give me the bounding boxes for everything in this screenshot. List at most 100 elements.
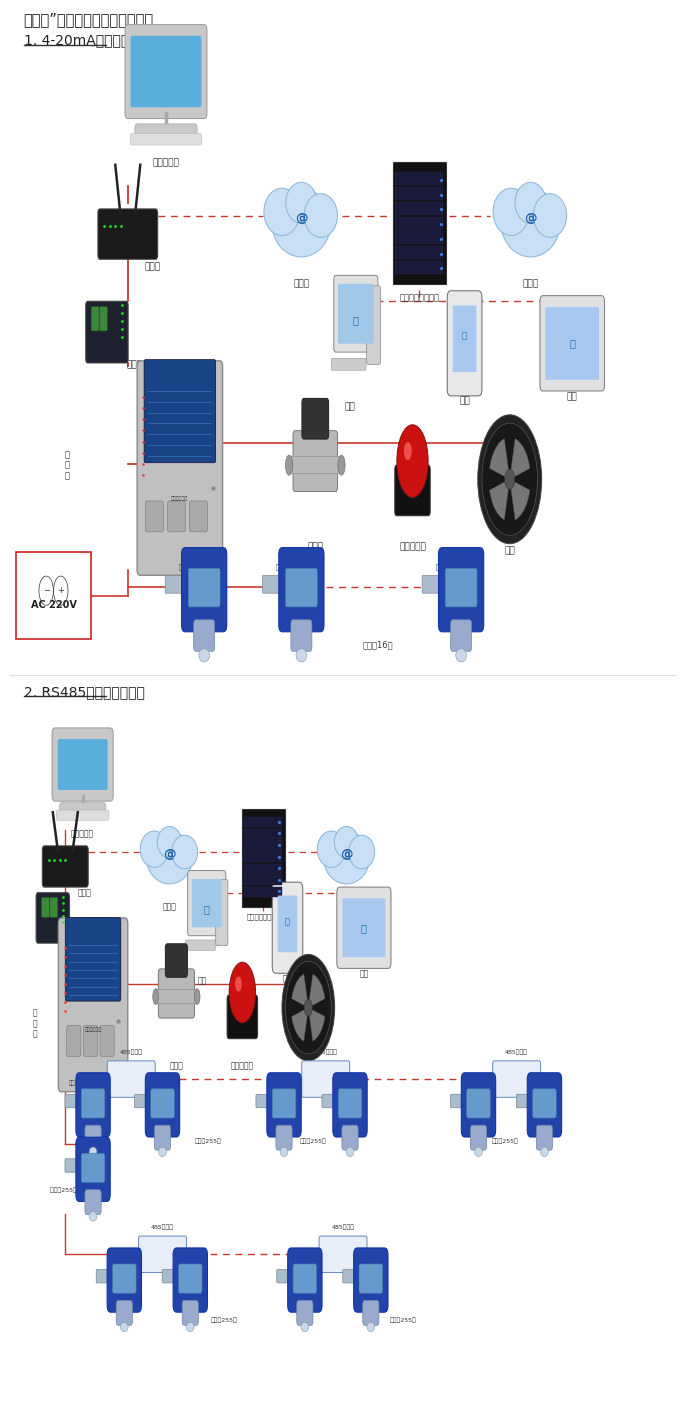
FancyBboxPatch shape — [332, 1072, 368, 1137]
FancyBboxPatch shape — [451, 619, 472, 651]
Text: 手机: 手机 — [283, 974, 292, 983]
Ellipse shape — [195, 989, 200, 1005]
Text: 485中继器: 485中继器 — [332, 1225, 355, 1231]
FancyBboxPatch shape — [173, 1248, 207, 1313]
Circle shape — [478, 415, 542, 543]
FancyBboxPatch shape — [76, 1072, 110, 1137]
FancyBboxPatch shape — [139, 1235, 186, 1272]
Text: 终端: 终端 — [567, 393, 577, 401]
FancyBboxPatch shape — [337, 886, 391, 968]
FancyBboxPatch shape — [85, 1126, 102, 1150]
FancyBboxPatch shape — [165, 944, 188, 978]
Text: 可连接255台: 可连接255台 — [300, 1138, 327, 1144]
Text: 485中继器: 485中继器 — [151, 1225, 174, 1231]
FancyBboxPatch shape — [58, 917, 128, 1092]
FancyBboxPatch shape — [438, 547, 484, 632]
FancyBboxPatch shape — [244, 875, 282, 885]
FancyBboxPatch shape — [338, 1089, 362, 1119]
FancyBboxPatch shape — [158, 969, 195, 1019]
FancyBboxPatch shape — [293, 431, 337, 491]
Text: ⦾: ⦾ — [353, 315, 359, 325]
Text: 信号输出: 信号输出 — [435, 564, 452, 570]
Text: ⦾: ⦾ — [361, 923, 367, 933]
FancyBboxPatch shape — [338, 284, 374, 343]
FancyBboxPatch shape — [244, 840, 282, 851]
FancyBboxPatch shape — [91, 307, 99, 331]
Ellipse shape — [301, 1323, 309, 1332]
FancyBboxPatch shape — [100, 1026, 114, 1057]
Text: 2. RS485信号连接系统图: 2. RS485信号连接系统图 — [24, 685, 144, 699]
Text: 报警控制主机: 报警控制主机 — [172, 497, 188, 501]
Ellipse shape — [296, 649, 307, 661]
Ellipse shape — [286, 183, 317, 224]
FancyBboxPatch shape — [167, 501, 186, 532]
FancyBboxPatch shape — [322, 1095, 351, 1107]
FancyBboxPatch shape — [65, 1095, 94, 1107]
Text: 互联网: 互联网 — [162, 902, 176, 912]
Ellipse shape — [286, 454, 293, 476]
FancyBboxPatch shape — [192, 879, 222, 927]
FancyBboxPatch shape — [66, 1026, 81, 1057]
FancyBboxPatch shape — [395, 201, 443, 215]
Text: 电脑: 电脑 — [197, 976, 206, 986]
Wedge shape — [510, 480, 530, 519]
FancyBboxPatch shape — [216, 879, 228, 946]
Text: ⦾: ⦾ — [204, 903, 209, 913]
FancyBboxPatch shape — [244, 886, 282, 896]
Ellipse shape — [475, 1147, 482, 1157]
Text: 互联网: 互联网 — [340, 902, 354, 912]
FancyBboxPatch shape — [302, 1061, 350, 1097]
Circle shape — [286, 961, 331, 1054]
FancyBboxPatch shape — [96, 1269, 125, 1283]
Circle shape — [304, 999, 312, 1016]
FancyBboxPatch shape — [342, 898, 386, 957]
Wedge shape — [292, 1007, 308, 1041]
FancyBboxPatch shape — [450, 1095, 480, 1107]
Ellipse shape — [346, 1147, 354, 1157]
FancyBboxPatch shape — [453, 305, 477, 371]
FancyBboxPatch shape — [181, 547, 227, 632]
FancyBboxPatch shape — [227, 995, 258, 1038]
FancyBboxPatch shape — [60, 803, 106, 817]
Ellipse shape — [264, 189, 300, 235]
Ellipse shape — [140, 832, 169, 868]
FancyBboxPatch shape — [276, 1269, 306, 1283]
FancyBboxPatch shape — [445, 568, 477, 606]
FancyBboxPatch shape — [15, 552, 91, 639]
FancyBboxPatch shape — [367, 286, 381, 364]
Text: 可连接16个: 可连接16个 — [363, 640, 393, 650]
Ellipse shape — [235, 976, 241, 992]
Wedge shape — [510, 439, 530, 480]
FancyBboxPatch shape — [395, 231, 443, 245]
FancyBboxPatch shape — [467, 1089, 490, 1119]
FancyBboxPatch shape — [395, 173, 443, 186]
FancyBboxPatch shape — [536, 1126, 552, 1150]
FancyBboxPatch shape — [272, 1089, 296, 1119]
Text: 转换器: 转换器 — [66, 940, 80, 950]
Text: 机气猫”系列带显示固定式检测仪: 机气猫”系列带显示固定式检测仪 — [24, 13, 154, 28]
Ellipse shape — [533, 194, 567, 238]
FancyBboxPatch shape — [354, 1248, 388, 1313]
Wedge shape — [308, 1007, 325, 1041]
FancyBboxPatch shape — [83, 1026, 97, 1057]
Text: 报警控制主机: 报警控制主机 — [85, 1027, 102, 1031]
FancyBboxPatch shape — [86, 301, 128, 363]
Text: 可连接255台: 可连接255台 — [195, 1138, 221, 1144]
FancyBboxPatch shape — [146, 1072, 180, 1137]
FancyBboxPatch shape — [533, 1089, 557, 1119]
Text: 互联网: 互联网 — [522, 279, 538, 288]
Text: ⦾: ⦾ — [285, 917, 290, 926]
Text: @: @ — [163, 847, 176, 861]
Circle shape — [505, 469, 514, 490]
FancyBboxPatch shape — [162, 1269, 191, 1283]
Ellipse shape — [540, 1147, 548, 1157]
FancyBboxPatch shape — [42, 898, 49, 917]
Text: 485中继器: 485中继器 — [314, 1050, 337, 1055]
Ellipse shape — [349, 836, 375, 870]
FancyBboxPatch shape — [395, 217, 443, 229]
Text: 终端: 终端 — [359, 969, 368, 979]
Ellipse shape — [335, 826, 358, 858]
Text: 可连接255台: 可连接255台 — [390, 1317, 416, 1323]
Text: 信号输出: 信号输出 — [276, 564, 293, 570]
Ellipse shape — [229, 962, 256, 1023]
